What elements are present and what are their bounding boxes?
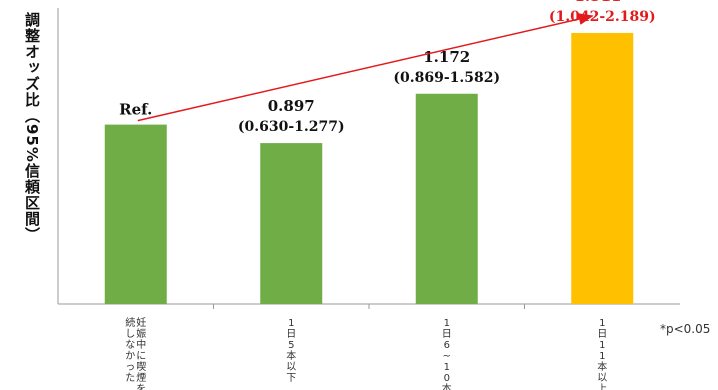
value-label-3: 1.172	[423, 48, 470, 66]
bar-1	[104, 124, 167, 304]
x-tick-label-3: 1 日 6 ~1 0 本	[442, 318, 452, 390]
x-tick-label-2: 1 日 5 本以下	[286, 318, 296, 384]
value-label-4: 1.511*	[575, 0, 631, 5]
ci-label-2: (0.630-1.277)	[238, 119, 345, 135]
ci-label-4: (1.042-2.189)	[549, 9, 656, 25]
bar-3	[415, 93, 478, 304]
value-label-1: Ref.	[119, 101, 152, 119]
y-axis-label: 調整オッズ比（95%信頼区間）	[23, 12, 41, 243]
significance-footnote: *p<0.05	[660, 322, 711, 336]
x-tick-label-1: 妊娠中に喫煙を継続しなかった	[125, 316, 146, 390]
trend-arrow	[137, 13, 594, 122]
bar-4	[571, 32, 634, 304]
ci-label-3: (0.869-1.582)	[393, 70, 500, 86]
value-label-2: 0.897	[268, 97, 315, 115]
bar-2	[260, 143, 323, 304]
x-tick-label-4: 1 日 1 1 本以上	[597, 318, 607, 390]
